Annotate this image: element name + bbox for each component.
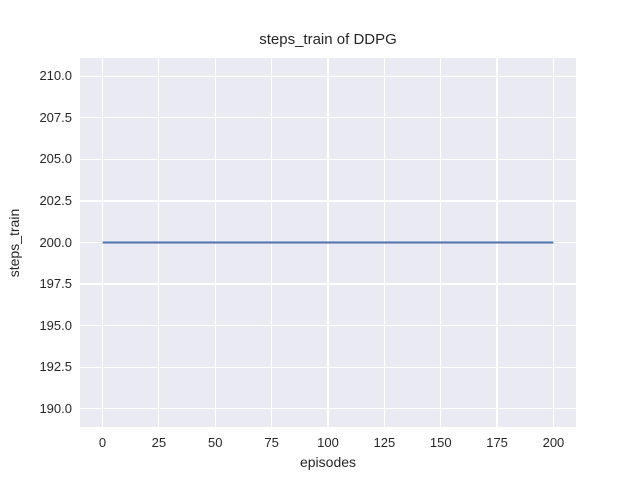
y-gridline bbox=[80, 325, 576, 327]
y-gridline bbox=[80, 408, 576, 410]
y-axis-label-wrap: steps_train bbox=[2, 58, 26, 427]
y-tick-label: 200.0 bbox=[39, 234, 72, 250]
x-tick-label: 150 bbox=[429, 435, 452, 450]
y-tick-label: 205.0 bbox=[39, 151, 72, 167]
y-tick-label: 207.5 bbox=[39, 109, 72, 125]
y-gridline bbox=[80, 158, 576, 160]
chart-title: steps_train of DDPG bbox=[259, 31, 397, 48]
plot-area bbox=[80, 58, 576, 427]
y-tick-label: 197.5 bbox=[39, 276, 72, 292]
y-gridline bbox=[80, 283, 576, 285]
y-gridline bbox=[80, 200, 576, 202]
x-tick-label: 175 bbox=[486, 435, 508, 450]
y-gridline bbox=[80, 117, 576, 119]
y-tick-label: 202.5 bbox=[39, 192, 72, 208]
series-layer bbox=[102, 241, 554, 244]
y-axis-label: steps_train bbox=[6, 208, 23, 277]
x-tick-label: 100 bbox=[317, 435, 339, 450]
y-gridline bbox=[80, 75, 576, 77]
x-tick-label: 200 bbox=[542, 435, 565, 450]
y-gridline bbox=[80, 366, 576, 368]
x-tick-label: 125 bbox=[373, 435, 396, 450]
y-tick-label: 210.0 bbox=[39, 68, 72, 84]
x-tick-label: 50 bbox=[208, 435, 223, 450]
x-tick-label: 0 bbox=[98, 435, 107, 450]
y-tick-label: 192.5 bbox=[39, 359, 72, 375]
x-axis-label: episodes bbox=[299, 454, 357, 470]
y-tick-label: 195.0 bbox=[39, 317, 72, 333]
x-tick-label: 75 bbox=[264, 435, 279, 450]
y-tick-label: 190.0 bbox=[39, 400, 72, 416]
x-tick-label: 25 bbox=[151, 435, 167, 450]
